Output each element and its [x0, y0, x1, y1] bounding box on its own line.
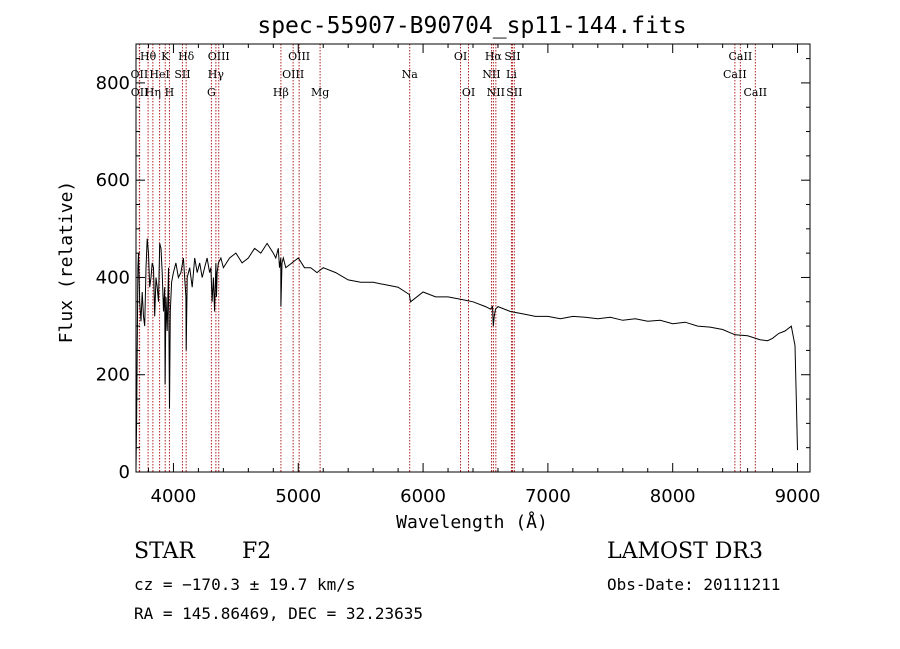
survey-name: LAMOST DR3	[607, 539, 763, 564]
spectral-line-label: HeI	[149, 68, 169, 81]
spectral-line-label: Na	[402, 68, 419, 81]
chart-title: spec-55907-B90704_sp11-144.fits	[257, 13, 686, 39]
spectrum-series-line	[135, 238, 798, 470]
x-tick-label: 9000	[775, 486, 821, 507]
spectral-line-label: CaII	[729, 50, 753, 63]
spectral-line-label: OIII	[208, 50, 230, 63]
spectral-line-label: Hα	[485, 50, 503, 63]
spectral-line-label: Hβ	[273, 86, 289, 99]
spectral-line-label: CaII	[723, 68, 747, 81]
spectral-line-label: Li	[506, 68, 517, 81]
x-tick-label: 4000	[151, 486, 197, 507]
spectral-line-label: CaII	[743, 86, 767, 99]
x-axis-label: Wavelength (Å)	[396, 511, 548, 533]
spectral-line-label: OII	[131, 86, 149, 99]
spectral-line-label: Hθ	[140, 50, 157, 63]
x-tick-label: 6000	[400, 486, 446, 507]
spectral-line-label: OII	[131, 68, 149, 81]
y-tick-label: 600	[96, 170, 130, 191]
y-axis-label: Flux (relative)	[56, 181, 77, 344]
y-tick-label: 800	[96, 73, 130, 94]
spectral-line-label: G	[207, 86, 216, 99]
spectral-line-label: OI	[454, 50, 467, 63]
spectral-line-label: NII	[482, 68, 500, 81]
spectral-line-label: Hδ	[178, 50, 195, 63]
y-tick-label: 400	[96, 267, 130, 288]
spectral-line-label: SII	[504, 50, 520, 63]
spectral-line-label: OI	[462, 86, 475, 99]
x-tick-label: 7000	[525, 486, 571, 507]
coordinates: RA = 145.86469, DEC = 32.23635	[134, 604, 423, 623]
spectral-line-label: OIII	[282, 68, 304, 81]
y-tick-label: 0	[119, 462, 130, 483]
object-subclass: F2	[242, 539, 272, 564]
y-tick-label: 200	[96, 365, 130, 386]
spectral-line-label: SII	[174, 68, 190, 81]
spectral-line-label: Hγ	[208, 68, 225, 81]
plot-frame	[135, 43, 811, 473]
spectral-line-label: H	[165, 86, 175, 99]
spectral-line-label: Hη	[145, 86, 161, 99]
x-tick-label: 5000	[275, 486, 321, 507]
spectral-line-label: NII	[487, 86, 505, 99]
spectral-line-label: SII	[506, 86, 522, 99]
observation-date: Obs-Date: 20111211	[607, 575, 781, 594]
redshift-velocity: cz = −170.3 ± 19.7 km/s	[134, 575, 356, 594]
object-class: STAR	[134, 539, 195, 564]
spectral-line-label: Mg	[311, 86, 329, 99]
x-tick-label: 8000	[650, 486, 696, 507]
spectral-line-label: K	[161, 50, 170, 63]
spectral-line-label: OIII	[288, 50, 310, 63]
